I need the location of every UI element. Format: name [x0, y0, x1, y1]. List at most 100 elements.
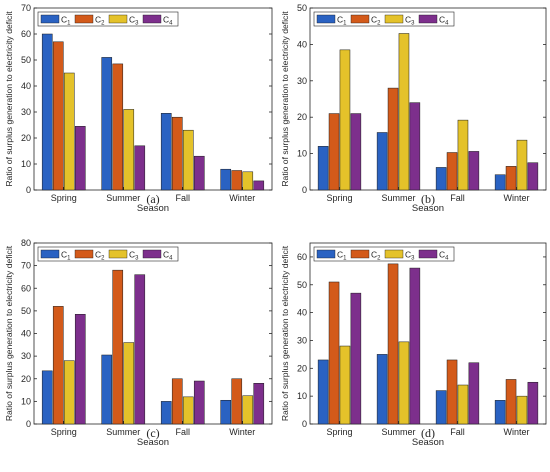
y-tick-label: 40: [21, 81, 31, 91]
bar: [101, 57, 113, 191]
y-tick-label: 50: [21, 55, 31, 65]
legend-label: C4: [163, 15, 173, 27]
bar: [220, 399, 232, 425]
bar: [63, 360, 75, 425]
bar: [112, 269, 124, 425]
bar: [457, 384, 469, 425]
y-tick-label: 60: [297, 252, 307, 262]
legend-swatch: [316, 249, 336, 259]
legend-swatch: [350, 14, 370, 24]
legend: C1 C2 C3 C4: [37, 246, 179, 262]
bar: [242, 171, 254, 191]
x-axis-label: Season: [137, 437, 169, 448]
y-tick-label: 70: [21, 3, 31, 13]
legend-swatch: [418, 14, 438, 24]
bar: [253, 383, 265, 425]
x-tick-label: Winter: [229, 427, 255, 437]
bar: [52, 306, 64, 425]
bar: [317, 359, 329, 425]
bar: [253, 180, 265, 191]
y-tick-label: 40: [21, 329, 31, 339]
legend-swatch: [316, 14, 336, 24]
bar: [317, 146, 329, 191]
bar: [516, 139, 528, 191]
x-tick-label: Fall: [450, 427, 465, 437]
bar: [505, 379, 517, 425]
y-tick-label: 50: [21, 306, 31, 316]
x-axis-label: Season: [137, 203, 169, 214]
y-tick-label: 50: [297, 3, 307, 13]
bar: [52, 41, 64, 191]
y-tick-label: 30: [297, 76, 307, 86]
legend-label: C4: [439, 250, 449, 262]
bar: [63, 72, 75, 191]
bar: [101, 354, 113, 425]
y-tick-label: 0: [26, 185, 31, 195]
y-tick-label: 0: [302, 419, 307, 429]
y-tick-label: 10: [297, 391, 307, 401]
x-tick-label: Fall: [175, 193, 190, 203]
legend: C1 C2 C3 C4: [37, 11, 179, 27]
bar: [409, 267, 421, 425]
legend-label: C3: [129, 250, 139, 262]
y-axis-label: Ratio of surplus generation to electrici…: [4, 11, 14, 187]
bar: [350, 113, 362, 191]
bar: [182, 129, 194, 191]
x-tick-label: Winter: [503, 193, 529, 203]
legend-label: C3: [129, 15, 139, 27]
bar: [446, 152, 458, 191]
y-tick-label: 70: [21, 261, 31, 271]
y-tick-label: 40: [297, 39, 307, 49]
y-tick-label: 30: [297, 335, 307, 345]
bar: [171, 116, 183, 191]
bar: [409, 102, 421, 191]
legend-label: C2: [371, 250, 381, 262]
bar: [193, 380, 205, 425]
bar: [160, 401, 172, 425]
bar: [339, 345, 351, 425]
y-tick-label: 20: [297, 363, 307, 373]
panel-caption: (d): [421, 426, 435, 440]
bar: [134, 145, 146, 191]
bar: [435, 167, 447, 191]
x-tick-label: Winter: [229, 193, 255, 203]
legend-swatch: [384, 249, 404, 259]
bar: [387, 87, 399, 191]
x-tick-label: Summer: [381, 193, 415, 203]
legend-label: C4: [439, 15, 449, 27]
legend-label: C2: [95, 250, 105, 262]
x-tick-label: Summer: [381, 427, 415, 437]
bar: [435, 390, 447, 425]
bar: [41, 33, 53, 191]
legend-label: C4: [163, 250, 173, 262]
y-tick-label: 10: [21, 159, 31, 169]
x-axis-label: Season: [412, 437, 444, 448]
y-axis-label: Ratio of surplus generation to electrici…: [4, 245, 14, 421]
legend: C1 C2 C3 C4: [313, 246, 455, 262]
legend-swatch: [142, 249, 162, 259]
y-tick-label: 20: [21, 374, 31, 384]
x-tick-label: Spring: [326, 193, 352, 203]
y-tick-label: 0: [302, 185, 307, 195]
legend-label: C1: [61, 250, 71, 262]
bar: [387, 263, 399, 425]
legend-swatch: [40, 14, 60, 24]
legend-swatch: [108, 249, 128, 259]
bar: [376, 354, 388, 425]
legend: C1 C2 C3 C4: [313, 11, 455, 27]
x-tick-label: Winter: [503, 427, 529, 437]
bar: [350, 292, 362, 425]
bar: [193, 155, 205, 191]
bar: [171, 378, 183, 425]
y-tick-label: 30: [21, 351, 31, 361]
bar: [494, 174, 506, 191]
bar: [74, 314, 86, 425]
bar: [220, 168, 232, 191]
legend-swatch: [350, 249, 370, 259]
bar: [527, 381, 539, 425]
legend-swatch: [74, 14, 94, 24]
legend-swatch: [418, 249, 438, 259]
bar: [398, 341, 410, 425]
bar: [505, 166, 517, 191]
bar: [182, 396, 194, 425]
